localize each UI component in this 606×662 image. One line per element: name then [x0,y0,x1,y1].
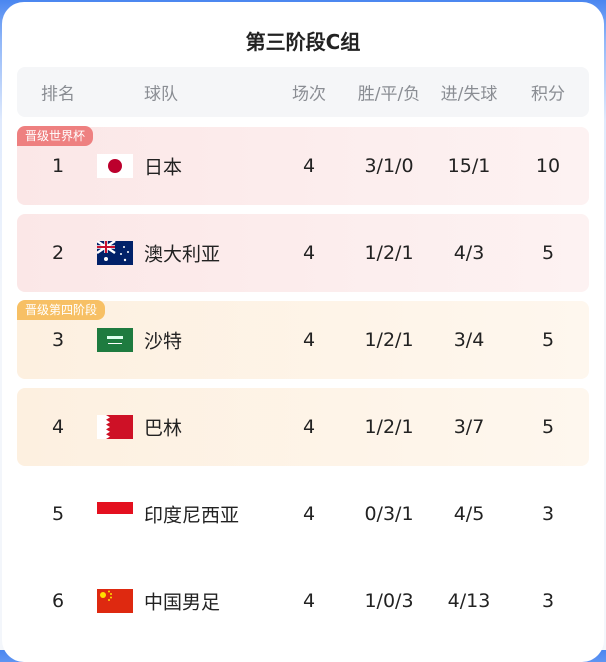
played: 4 [302,329,316,351]
table-row[interactable]: 晋级第四阶段 3 沙特 4 1/2/1 3/4 5 [17,300,589,379]
qualified-badge: 晋级世界杯 [17,126,94,146]
team-name: 印度尼西亚 [144,504,240,527]
rank: 6 [51,590,65,612]
points: 5 [541,242,555,264]
header-rank: 排名 [41,84,75,105]
goals: 3/4 [453,329,485,351]
header-points: 积分 [531,84,565,105]
header-wdl: 胜/平/负 [357,84,421,105]
header-goals: 进/失球 [440,84,498,105]
wdl: 0/3/1 [364,503,414,525]
goals: 4/3 [453,242,485,264]
team-name: 澳大利亚 [144,243,221,266]
team-name: 日本 [144,156,183,179]
points: 5 [541,416,555,438]
saudi-arabia-flag-icon [97,328,133,352]
wdl: 1/2/1 [364,329,414,351]
table-row[interactable]: 晋级世界杯 1 日本 4 3/1/0 15/1 10 [17,126,589,205]
table-row[interactable]: 2 澳大利亚 4 1/2/1 4/3 5 [17,214,589,292]
team-name: 巴林 [144,417,183,440]
header-team: 球队 [144,84,178,105]
table-row[interactable]: 4 巴林 4 1/2/1 3/7 5 [17,388,589,466]
goals: 15/1 [447,155,491,177]
team-name: 中国男足 [144,591,221,614]
played: 4 [302,155,316,177]
goals: 4/5 [453,503,485,525]
played: 4 [302,416,316,438]
points: 3 [541,503,555,525]
china-flag-icon [97,589,133,613]
rank: 2 [51,242,65,264]
goals: 4/13 [447,590,491,612]
points: 3 [541,590,555,612]
page-title: 第三阶段C组 [245,30,361,54]
points: 10 [535,155,561,177]
played: 4 [302,590,316,612]
points: 5 [541,329,555,351]
rank: 1 [51,155,65,177]
table-header: 排名 球队 场次 胜/平/负 进/失球 积分 [17,67,589,117]
team-name: 沙特 [144,330,183,353]
played: 4 [302,503,316,525]
indonesia-flag-icon [97,502,133,526]
japan-flag-icon [97,154,133,178]
wdl: 1/2/1 [364,242,414,264]
wdl: 1/0/3 [364,590,414,612]
bahrain-flag-icon [97,415,133,439]
table-row[interactable]: 5 印度尼西亚 4 0/3/1 4/5 3 [17,475,589,553]
rank: 5 [51,503,65,525]
australia-flag-icon [97,241,133,265]
fourth-stage-badge: 晋级第四阶段 [17,300,106,320]
header-played: 场次 [292,84,326,105]
played: 4 [302,242,316,264]
wdl: 1/2/1 [364,416,414,438]
rank: 3 [51,329,65,351]
wdl: 3/1/0 [364,155,414,177]
goals: 3/7 [453,416,485,438]
table-row[interactable]: 6 中国男足 4 1/0/3 4/13 3 [17,562,589,640]
rank: 4 [51,416,65,438]
